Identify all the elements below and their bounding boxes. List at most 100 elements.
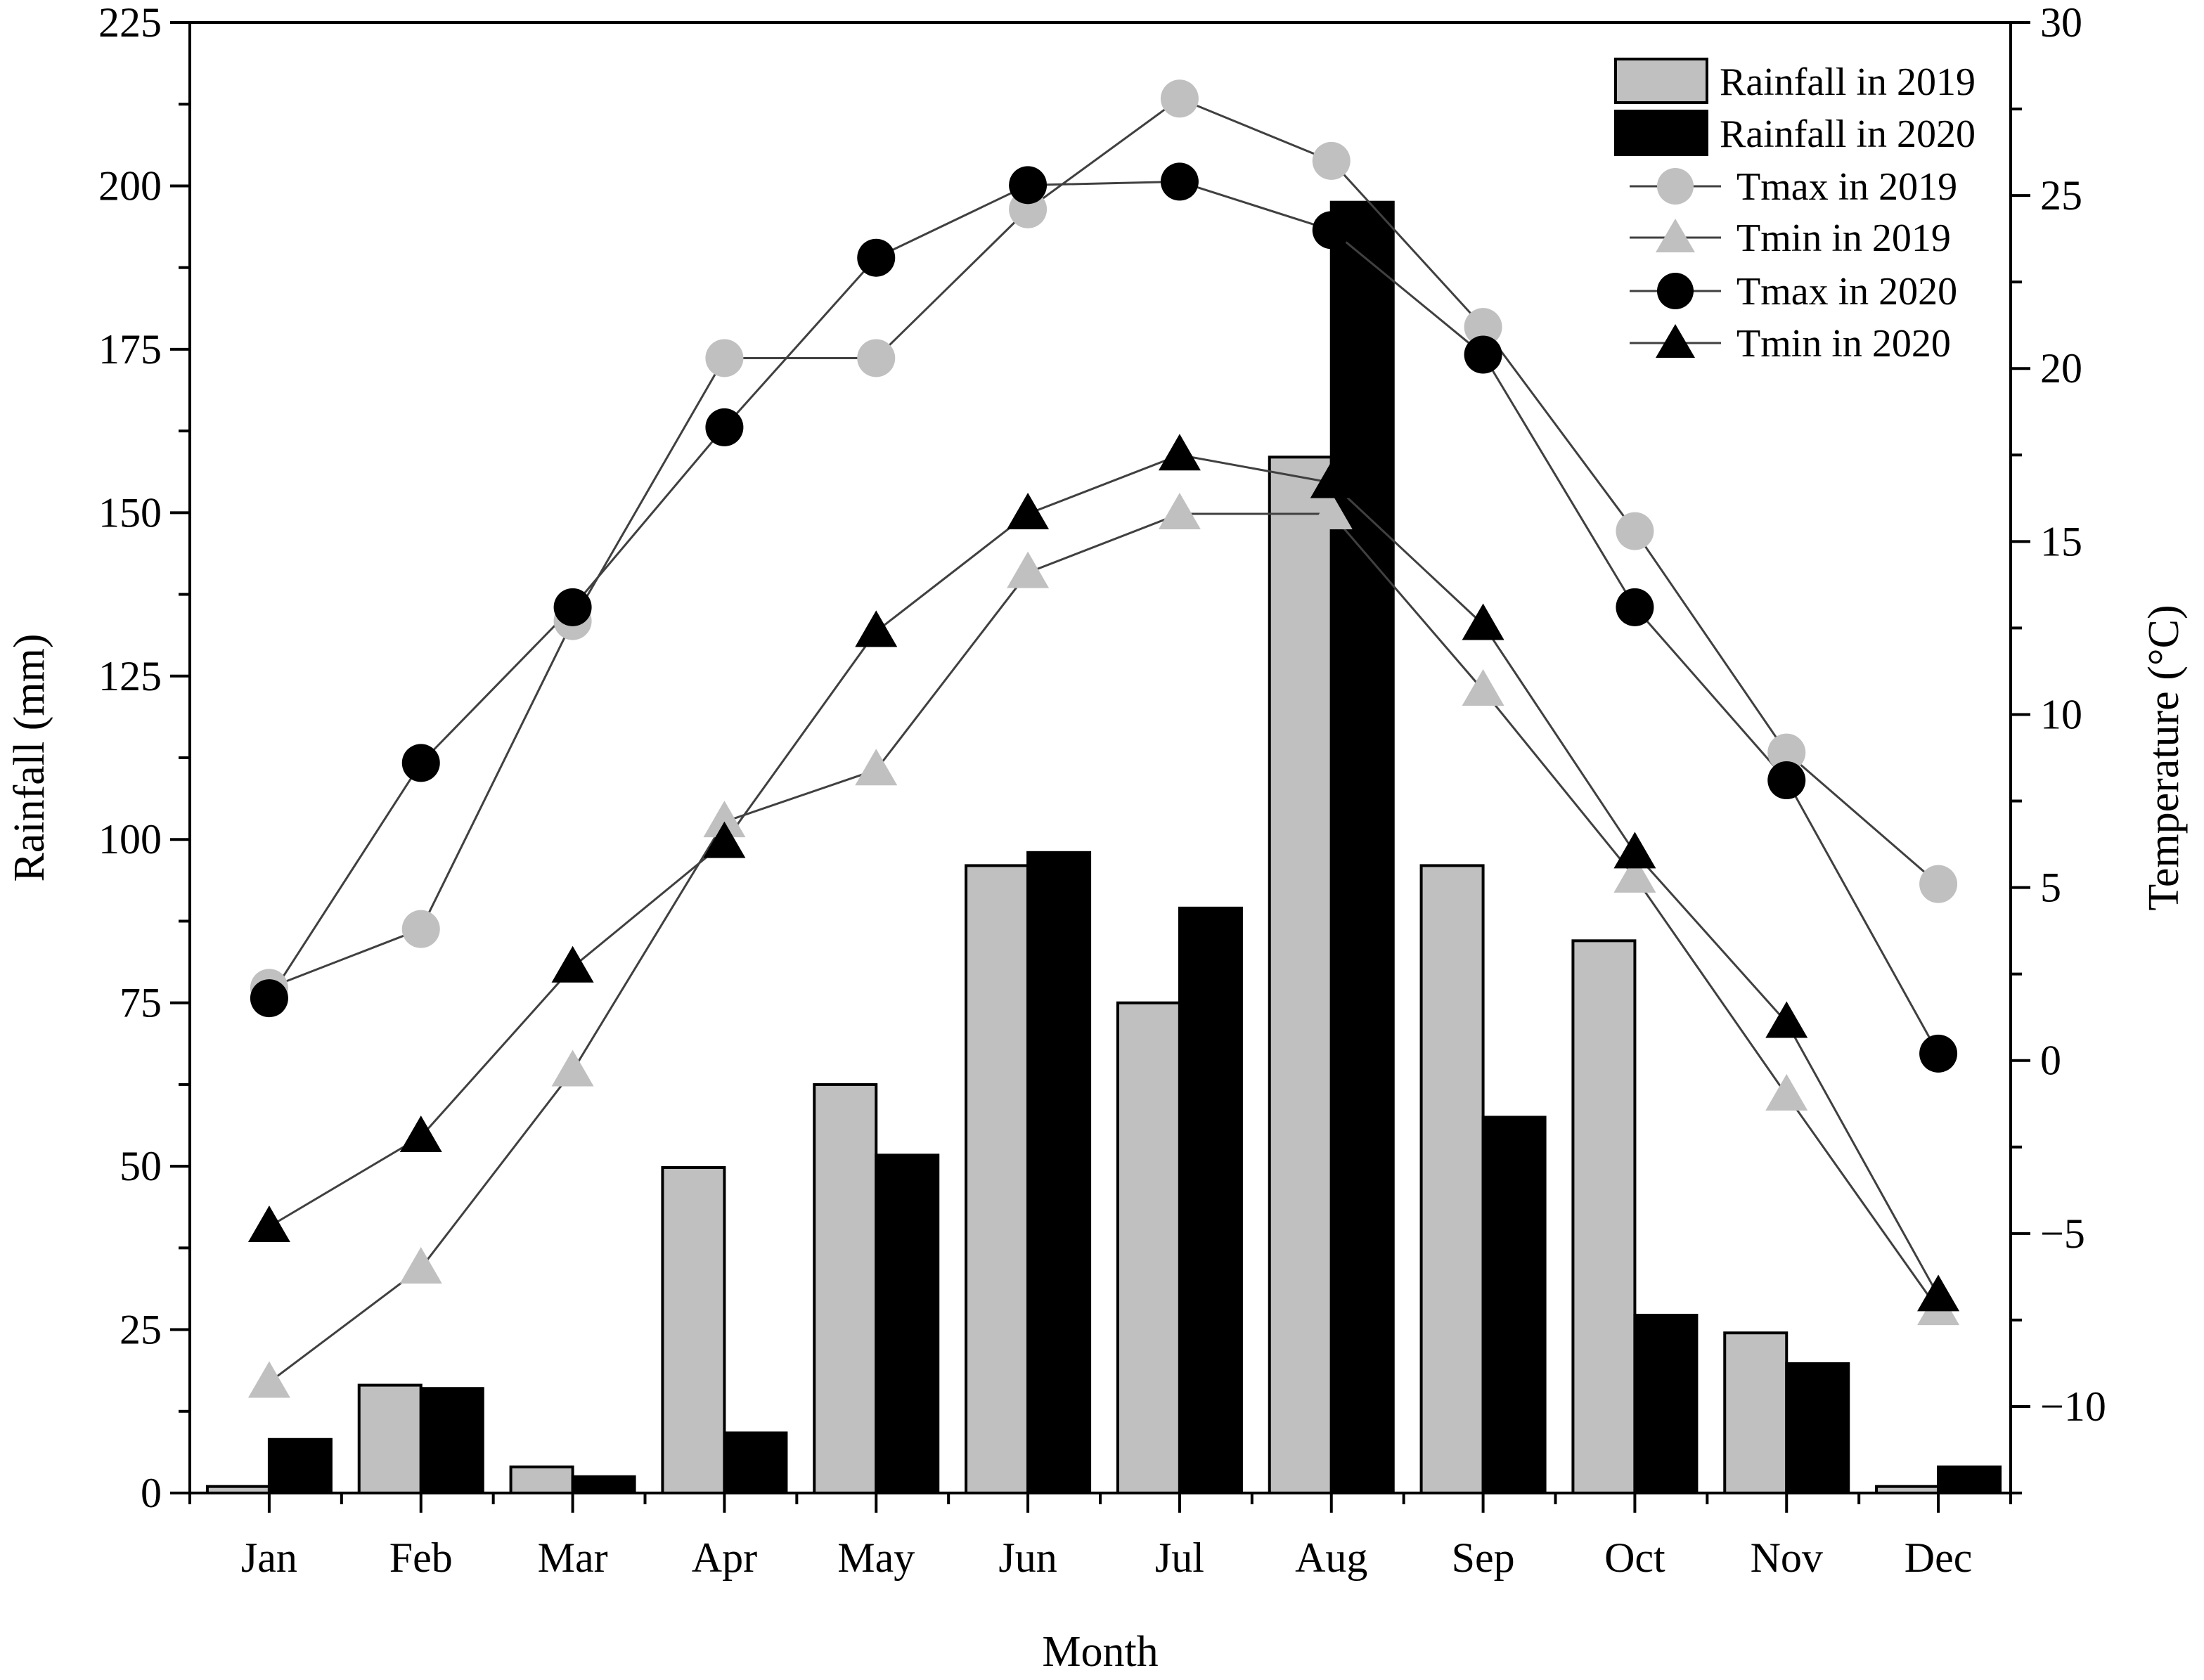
right-tick-label: 15: [2040, 518, 2082, 564]
marker-tmin-in-2019-mar: [551, 1049, 594, 1087]
bar-rainfall-in-2020-oct: [1633, 1314, 1699, 1495]
marker-tmax-in-2020-dec: [1919, 1034, 1958, 1073]
tick-labels: 0 25 50 75 100 125 150 175 200 225 −10 −5 0 5 10 15 20 25…: [98, 0, 2106, 1581]
temperature-markers: [247, 79, 1960, 1398]
legend: Rainfall in 2019 Rainfall in 2020 Tmax i…: [1614, 58, 1976, 366]
marker-tmax-in-2020-apr: [705, 408, 744, 446]
line-tmax-in-2020: [268, 180, 1940, 1054]
bar-rainfall-in-2020-may: [875, 1154, 940, 1495]
x-tick-label-feb: Feb: [389, 1534, 453, 1581]
marker-tmin-in-2020-aug: [1310, 461, 1353, 498]
marker-tmax-in-2019-jul: [1160, 79, 1199, 118]
right-tick-label: 25: [2040, 172, 2082, 219]
legend-item-tmax-2019: Tmax in 2019: [1630, 165, 1957, 209]
marker-tmin-in-2020-oct: [1613, 832, 1656, 869]
x-tick-label-dec: Dec: [1905, 1534, 1973, 1581]
x-tick-label-mar: Mar: [538, 1534, 608, 1581]
left-tick-label: 75: [120, 980, 162, 1026]
right-tick-label: 30: [2040, 0, 2082, 46]
legend-swatch-rainfall-2020: [1614, 110, 1708, 156]
line-tmin-in-2020: [269, 453, 1940, 1297]
rainfall-bars: [205, 200, 2002, 1495]
left-tick-label: 150: [98, 489, 162, 536]
bar-rainfall-in-2020-sep: [1481, 1116, 1547, 1494]
legend-item-tmax-2020: Tmax in 2020: [1630, 270, 1957, 314]
marker-tmax-in-2019-aug: [1312, 141, 1351, 180]
left-tick-label: 175: [98, 326, 162, 373]
legend-swatch-rainfall-2019: [1614, 58, 1708, 104]
left-tick-label: 125: [98, 653, 162, 699]
bar-rainfall-in-2020-nov: [1785, 1362, 1850, 1495]
legend-item-tmin-2019: Tmin in 2019: [1630, 217, 1951, 260]
legend-label-rainfall-2019: Rainfall in 2019: [1720, 60, 1976, 104]
marker-tmin-in-2019-may: [855, 749, 898, 786]
x-axis-title: Month: [1042, 1628, 1158, 1676]
x-tick-label-apr: Apr: [692, 1534, 757, 1581]
marker-tmax-in-2020-mar: [553, 588, 592, 626]
bar-rainfall-in-2019-jun: [965, 864, 1030, 1494]
marker-tmin-in-2019-oct: [1613, 855, 1656, 893]
right-tick-label: −10: [2040, 1383, 2106, 1430]
marker-tmin-in-2020-sep: [1462, 603, 1504, 640]
bar-rainfall-in-2020-dec: [1937, 1465, 2002, 1494]
marker-tmin-in-2019-feb: [399, 1247, 442, 1284]
bar-rainfall-in-2020-feb: [419, 1387, 484, 1495]
legend-item-tmin-2020: Tmin in 2020: [1630, 322, 1951, 366]
marker-tmin-in-2020-may: [855, 610, 898, 647]
left-tick-label: 200: [98, 162, 162, 209]
marker-tmin-in-2019-nov: [1765, 1073, 1808, 1111]
bar-rainfall-in-2019-feb: [357, 1383, 423, 1494]
bar-rainfall-in-2020-jun: [1026, 851, 1092, 1494]
marker-tmin-in-2019-jun: [1007, 551, 1050, 588]
bar-rainfall-in-2019-sep: [1419, 864, 1485, 1494]
right-tick-label: 20: [2040, 345, 2082, 392]
x-tick-label-oct: Oct: [1604, 1534, 1665, 1581]
marker-tmin-in-2020-jan: [247, 1205, 290, 1242]
legend-label-tmin-2019: Tmin in 2019: [1736, 217, 1951, 260]
legend-marker-tmax-2019: [1657, 168, 1694, 205]
x-tick-label-jan: Jan: [241, 1534, 297, 1581]
marker-tmax-in-2019-feb: [401, 910, 440, 948]
marker-tmax-in-2020-may: [857, 238, 896, 277]
marker-tmin-in-2019-aug: [1310, 492, 1353, 529]
marker-tmax-in-2019-may: [857, 339, 896, 377]
line-tmax-in-2019: [269, 97, 1940, 989]
legend-label-tmax-2020: Tmax in 2020: [1736, 270, 1957, 314]
left-tick-label: 50: [120, 1143, 162, 1189]
marker-tmax-in-2019-apr: [705, 339, 744, 377]
left-tick-label: 0: [141, 1470, 162, 1516]
marker-tmax-in-2020-sep: [1464, 335, 1502, 374]
marker-tmin-in-2020-feb: [399, 1115, 442, 1152]
marker-tmin-in-2019-jan: [247, 1361, 290, 1398]
x-tick-label-may: May: [837, 1534, 915, 1581]
x-tick-label-jun: Jun: [998, 1534, 1057, 1581]
x-tick-label-jul: Jul: [1155, 1534, 1204, 1581]
marker-tmin-in-2020-apr: [703, 821, 746, 858]
bar-rainfall-in-2019-nov: [1723, 1331, 1789, 1495]
x-tick-label-nov: Nov: [1751, 1534, 1823, 1581]
line-tmin-in-2019: [269, 512, 1940, 1383]
legend-marker-tmin-2020: [1656, 324, 1695, 358]
marker-tmin-in-2020-jul: [1158, 434, 1201, 471]
bar-rainfall-in-2019-jul: [1116, 1001, 1181, 1494]
left-tick-label: 225: [98, 0, 162, 46]
right-tick-label: 5: [2040, 865, 2061, 911]
marker-tmin-in-2020-jun: [1007, 492, 1050, 529]
right-axis-title: Temperature (°C): [2140, 605, 2188, 910]
left-axis-title: Rainfall (mm): [6, 634, 53, 882]
marker-tmax-in-2020-feb: [401, 744, 440, 782]
marker-tmax-in-2020-oct: [1616, 588, 1654, 626]
marker-tmax-in-2020-jan: [250, 979, 288, 1018]
legend-label-tmax-2019: Tmax in 2019: [1736, 165, 1957, 209]
marker-tmin-in-2020-dec: [1917, 1274, 1960, 1312]
bar-rainfall-in-2020-jul: [1178, 906, 1243, 1494]
bar-rainfall-in-2019-aug: [1268, 455, 1333, 1494]
marker-tmin-in-2019-sep: [1462, 669, 1504, 706]
right-tick-label: 0: [2040, 1038, 2061, 1084]
legend-item-rainfall-2020: Rainfall in 2020: [1614, 110, 1976, 156]
marker-tmax-in-2019-sep: [1464, 308, 1502, 347]
left-tick-label: 100: [98, 816, 162, 862]
tick-marks: [170, 21, 2030, 1513]
bar-rainfall-in-2019-may: [813, 1083, 878, 1494]
